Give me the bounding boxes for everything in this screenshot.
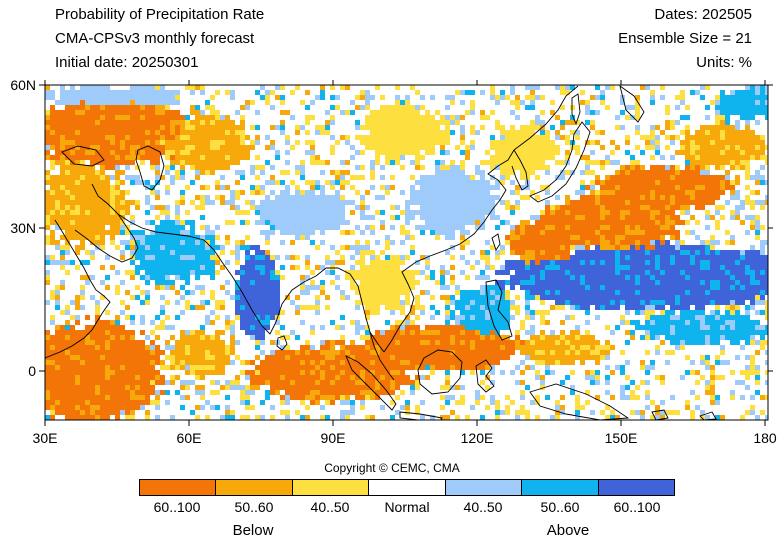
legend-group-above: Above <box>546 522 590 539</box>
copyright-notice: Copyright © CEMC, CMA <box>324 461 460 475</box>
pacific-island-2 <box>699 411 717 420</box>
japan <box>529 121 591 203</box>
caspian-sea <box>135 145 165 191</box>
borneo <box>417 349 463 395</box>
sri-lanka <box>276 335 288 351</box>
lon-label-90e: 90E <box>320 430 346 446</box>
lat-label-60n: 60N <box>10 77 36 93</box>
lon-label-180: 180 <box>753 430 777 446</box>
pacific-island-1 <box>651 409 669 420</box>
coast-bengal <box>326 267 385 353</box>
taiwan <box>491 233 501 252</box>
coastlines <box>45 85 717 420</box>
legend-colorbar <box>139 479 675 496</box>
legend-label-above-50-60: 50..60 <box>540 499 580 515</box>
korea <box>511 149 529 191</box>
malay-peninsula <box>369 331 395 381</box>
legend-swatch-below-40-50 <box>292 480 370 495</box>
sulawesi <box>475 359 495 393</box>
legend-swatch-above-40-50 <box>445 480 523 495</box>
lon-label-150e: 150E <box>604 430 638 446</box>
coast-far-east <box>513 85 579 151</box>
black-sea <box>61 145 105 167</box>
legend-group-below: Below <box>232 522 274 539</box>
units-label: Units: % <box>696 54 752 71</box>
model-name: CMA-CPSv3 monthly forecast <box>55 30 255 47</box>
coast-india <box>203 239 327 335</box>
legend-label-below-50-60: 50..60 <box>234 499 274 515</box>
lat-label-eq: 0 <box>28 363 36 379</box>
coast-china <box>429 149 515 257</box>
legend-swatch-above-60-100 <box>598 480 674 495</box>
lon-label-120e: 120E <box>460 430 494 446</box>
sumatra <box>345 355 397 411</box>
sakhalin <box>571 93 581 126</box>
legend-swatch-below-60-100 <box>140 480 217 495</box>
forecast-dates: Dates: 202505 <box>654 6 752 23</box>
legend-swatch-above-50-60 <box>522 480 599 495</box>
legend-swatch-normal <box>369 480 446 495</box>
legend-label-below-40-50: 40..50 <box>310 499 350 515</box>
legend-label-above-60-100: 60..100 <box>613 499 661 515</box>
coast-africa <box>45 219 111 359</box>
philippines <box>485 279 513 341</box>
lon-label-30e: 30E <box>32 430 58 446</box>
axis-ticks <box>39 80 773 426</box>
chart-title: Probability of Precipitation Rate <box>55 6 265 23</box>
new-guinea <box>529 383 630 420</box>
initial-date: Initial date: 20250301 <box>55 54 199 71</box>
kamchatka <box>619 85 645 123</box>
java <box>399 411 443 420</box>
coast-iran <box>117 213 205 241</box>
lat-label-30n: 30N <box>10 220 36 236</box>
map-frame <box>44 84 769 421</box>
coast-indochina <box>383 255 431 353</box>
coast-arabia <box>74 183 139 263</box>
ensemble-size: Ensemble Size = 21 <box>618 30 752 47</box>
probability-field <box>45 85 768 420</box>
legend-label-normal: Normal <box>384 499 430 515</box>
legend-swatch-below-50-60 <box>216 480 293 495</box>
lon-label-60e: 60E <box>176 430 202 446</box>
legend-label-above-40-50: 40..50 <box>463 499 503 515</box>
legend-label-below-60-100: 60..100 <box>153 499 201 515</box>
